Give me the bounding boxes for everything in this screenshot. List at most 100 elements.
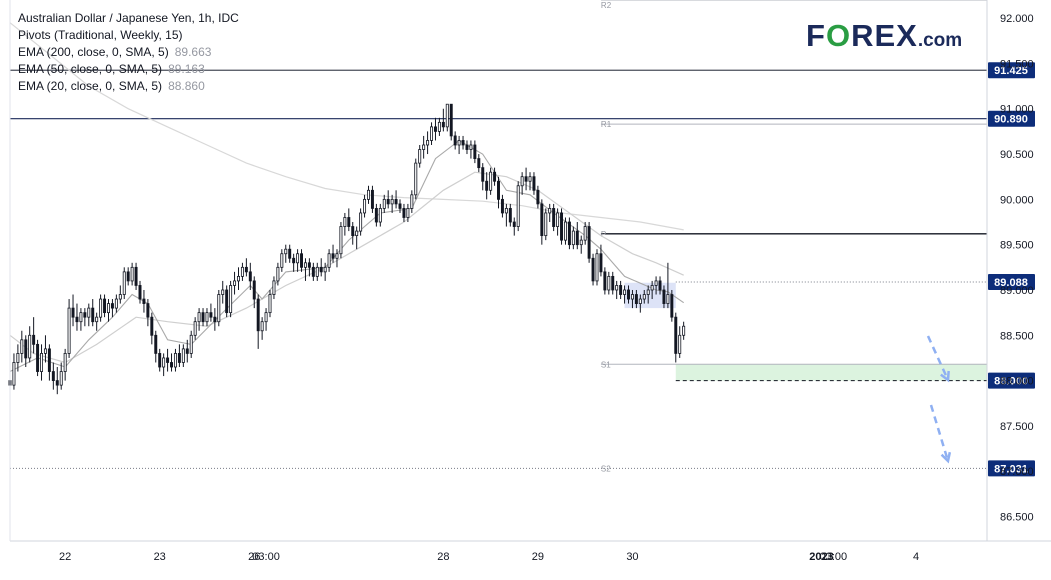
candle-body [158, 353, 162, 368]
candle-body [221, 289, 225, 295]
candle-body [662, 289, 666, 304]
candle-body [410, 194, 414, 209]
candle-body [252, 280, 256, 300]
ema50-line [9, 171, 684, 364]
candle-body [296, 253, 300, 264]
candle-body [343, 217, 347, 227]
level-badge [988, 62, 1035, 79]
level-badge-label: 87.031 [994, 463, 1028, 475]
candle-body [591, 257, 595, 282]
candle-body [378, 208, 382, 223]
legend-ema50: EMA (50, close, 0, SMA, 5) 89.163 [18, 61, 239, 78]
candle-body [71, 307, 75, 318]
price-tick-label: 90.500 [1000, 149, 1034, 161]
level-badge-label: 90.890 [994, 114, 1028, 126]
candle-body [386, 198, 390, 205]
candle-body [177, 353, 181, 363]
projection-arrow-1-head [940, 370, 950, 383]
candle-body [264, 312, 268, 323]
candle-body [418, 149, 422, 164]
candle-body [63, 353, 67, 372]
candle-body [12, 362, 16, 386]
candle-body [87, 307, 91, 318]
candle-body [114, 298, 118, 309]
candle-body [256, 298, 260, 332]
candle-body [126, 271, 130, 282]
candle-body [276, 266, 280, 282]
candle-body [154, 334, 158, 354]
pivot-label-r2: R2 [601, 1, 612, 10]
candle-body [433, 126, 437, 132]
candle-body [95, 316, 99, 323]
candle-body [430, 126, 434, 141]
candle-body [351, 226, 355, 237]
time-tick-label: 26 [248, 551, 260, 563]
candle-body [233, 280, 237, 286]
candle-body [563, 221, 567, 241]
candle-body [532, 176, 536, 191]
candle-body [607, 275, 611, 291]
candle-body [445, 103, 449, 128]
projection-arrow-2 [929, 404, 950, 462]
candle-body [138, 285, 142, 300]
candle-body [118, 294, 122, 300]
candle-body [347, 217, 351, 227]
candle-body [603, 271, 607, 291]
candle-body [103, 298, 107, 314]
candle-body [674, 316, 678, 354]
candle-body [189, 334, 193, 354]
candle-body [544, 212, 548, 237]
candle-body [473, 144, 477, 159]
legend-ema20: EMA (20, close, 0, SMA, 5) 88.860 [18, 78, 239, 95]
candle-body [197, 312, 201, 323]
candle-body [288, 248, 292, 259]
legend-ema20-value: 88.860 [168, 79, 205, 93]
candle-body [240, 266, 244, 277]
candle-body [311, 266, 315, 277]
axis-layer: 92.000 91.500 91.000 90.500 90.000 89.500 89.0… [9, 0, 1051, 563]
candle-body [99, 298, 103, 318]
candle-body [493, 171, 497, 182]
candle-body [24, 339, 28, 359]
candle-body [627, 289, 630, 300]
time-tick-label: 2023 [809, 551, 833, 563]
candle-body [173, 353, 177, 368]
time-tick-label: 28 [437, 551, 449, 563]
legend-title: Australian Dollar / Japanese Yen, 1h, ID… [18, 11, 239, 25]
candle-body [575, 230, 579, 246]
pivot-label-p: P [601, 230, 606, 239]
legend-ema200-label: EMA (200, close, 0, SMA, 5) [18, 45, 169, 59]
candle-body [453, 135, 457, 146]
candle-body [567, 221, 571, 246]
candle-body [16, 353, 20, 363]
candle-body [229, 285, 233, 314]
candle-body [481, 167, 485, 182]
candle-body [583, 226, 587, 241]
level-layer: 91.425 90.890 89.088 88.000 87.031 [10, 62, 1035, 477]
candle-body [110, 303, 114, 309]
level-badge [988, 274, 1035, 291]
candle-body [441, 121, 445, 128]
candle-body [630, 294, 634, 300]
candle-body [524, 176, 528, 182]
price-tick-label: 91.000 [1000, 104, 1034, 116]
candle-body [367, 189, 370, 200]
candle-body [315, 266, 319, 277]
pivot-label-s1: S1 [601, 360, 611, 369]
candle-body [75, 316, 79, 323]
candle-body [292, 257, 296, 264]
candle-body [284, 248, 288, 255]
price-tick-label: 90.000 [1000, 194, 1034, 206]
projection-arrow-2-head [940, 451, 952, 464]
candle-body [323, 266, 327, 273]
forex-logo: FOREX.com [806, 18, 962, 54]
logo-rex: REX [851, 18, 918, 53]
candle-body [611, 275, 615, 291]
candle-body [181, 348, 185, 363]
candle-body [654, 280, 658, 286]
candle-body [268, 294, 272, 314]
candle-body [303, 262, 307, 268]
level-badge [988, 460, 1035, 477]
candle-body [225, 289, 229, 314]
candle-body [319, 266, 323, 273]
